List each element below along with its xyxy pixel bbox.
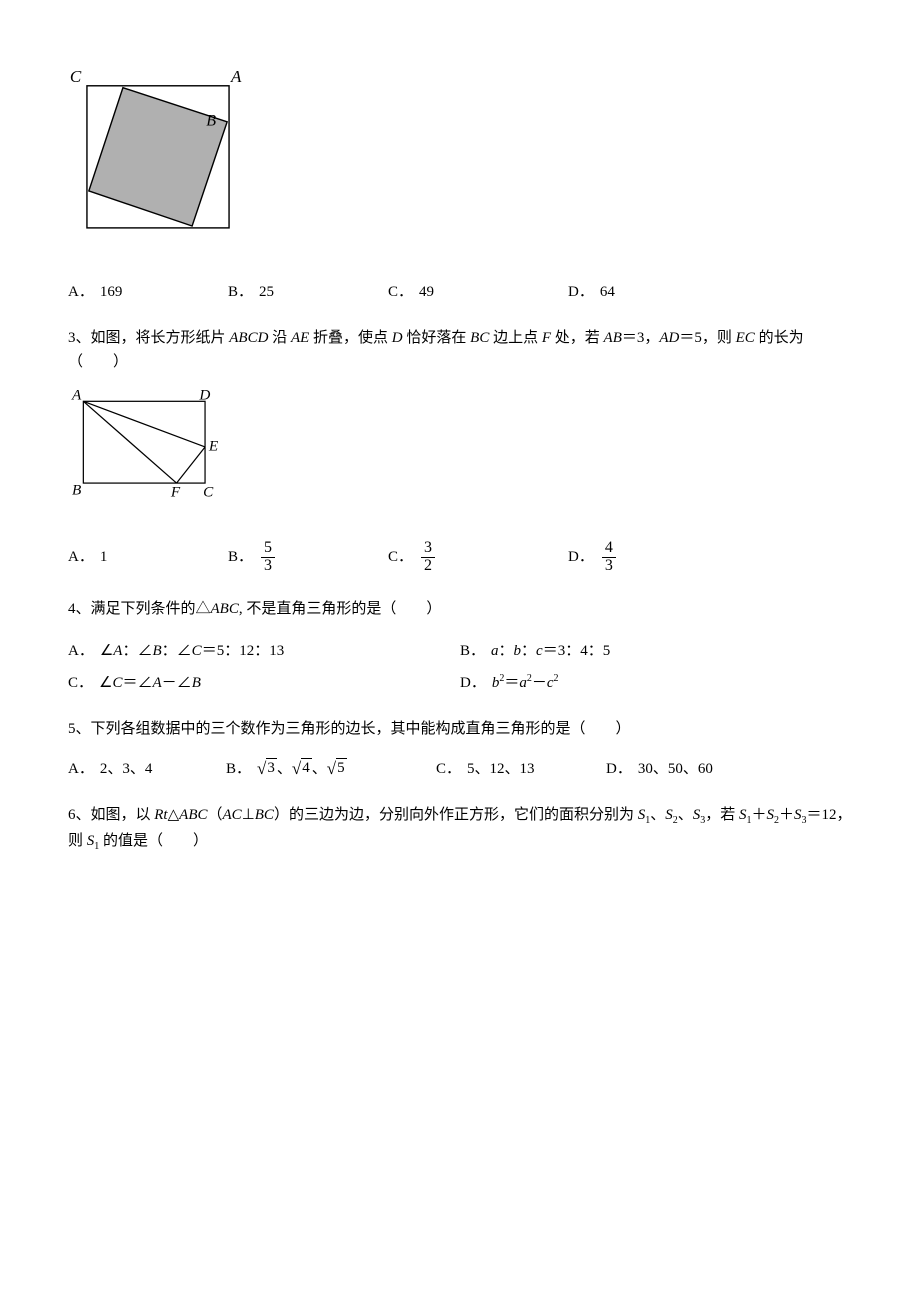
q3-options: A． 1 B． 5 3 C． 3 2 D． 4 3 xyxy=(68,540,852,575)
q3-option-b[interactable]: B． 5 3 xyxy=(228,540,388,575)
option-value: 169 xyxy=(100,280,123,304)
q2-option-d[interactable]: D． 64 xyxy=(568,280,615,304)
q5-options: A． 2、3、4 B． √3 、 √4 、 √5 C． 5、12、13 D． 3… xyxy=(68,757,852,781)
q2-option-a[interactable]: A． 169 xyxy=(68,280,228,304)
svg-text:A: A xyxy=(71,388,82,403)
q5-text: 5、下列各组数据中的三个数作为三角形的边长，其中能构成直角三角形的是（ ） xyxy=(68,717,852,741)
q3-option-c[interactable]: C． 3 2 xyxy=(388,540,568,575)
q2-option-b[interactable]: B． 25 xyxy=(228,280,388,304)
q6-text: 6、如图，以 Rt△ABC（AC⊥BC）的三边为边，分别向外作正方形，它们的面积… xyxy=(68,803,852,855)
option-value: 25 xyxy=(259,280,274,304)
option-value: 1 xyxy=(100,545,108,569)
q2-figure: C A B xyxy=(68,64,852,252)
q4-option-d[interactable]: D．b2＝a2－c2 xyxy=(460,671,852,695)
q4-option-b[interactable]: B．a：b：c＝3：4：5 xyxy=(460,639,852,663)
sqrt: √3 xyxy=(257,758,277,779)
q4-option-c[interactable]: C．∠C＝∠A－∠B xyxy=(68,671,460,695)
q3-option-a[interactable]: A． 1 xyxy=(68,540,228,575)
svg-text:B: B xyxy=(206,113,216,130)
svg-text:A: A xyxy=(230,67,242,86)
q5-option-b[interactable]: B． √3 、 √4 、 √5 xyxy=(226,757,436,781)
svg-text:B: B xyxy=(72,481,81,498)
svg-text:E: E xyxy=(208,438,219,455)
option-label: D． xyxy=(568,545,594,569)
q3-figure: A D E B F C xyxy=(68,388,852,512)
option-label: D． xyxy=(568,280,594,304)
q3-text: 3、如图，将长方形纸片 ABCD 沿 AE 折叠，使点 D 恰好落在 BC 边上… xyxy=(68,326,852,374)
q5-option-d[interactable]: D． 30、50、60 xyxy=(606,757,713,781)
option-label: B． xyxy=(228,280,253,304)
q4-options: A．∠A：∠B：∠C＝5：12：13 B．a：b：c＝3：4：5 C．∠C＝∠A… xyxy=(68,635,852,699)
fraction: 4 3 xyxy=(602,540,616,575)
sqrt: √5 xyxy=(327,758,347,779)
q5-option-a[interactable]: A． 2、3、4 xyxy=(68,757,226,781)
q4-text: 4、满足下列条件的△ABC, 不是直角三角形的是（ ） xyxy=(68,597,852,621)
option-label: A． xyxy=(68,545,94,569)
q2-options: A． 169 B． 25 C． 49 D． 64 xyxy=(68,280,852,304)
svg-text:C: C xyxy=(203,483,214,500)
option-value: 64 xyxy=(600,280,615,304)
option-label: C． xyxy=(388,280,413,304)
q5-option-c[interactable]: C． 5、12、13 xyxy=(436,757,606,781)
rectangle-fold-diagram: A D E B F C xyxy=(68,388,228,504)
fraction: 3 2 xyxy=(421,540,435,575)
svg-text:D: D xyxy=(198,388,210,403)
svg-text:C: C xyxy=(70,67,82,86)
q3-option-d[interactable]: D． 4 3 xyxy=(568,540,618,575)
option-label: C． xyxy=(388,545,413,569)
option-label: A． xyxy=(68,280,94,304)
q4-option-a[interactable]: A．∠A：∠B：∠C＝5：12：13 xyxy=(68,639,460,663)
fraction: 5 3 xyxy=(261,540,275,575)
option-label: B． xyxy=(228,545,253,569)
squares-diagram: C A B xyxy=(68,64,248,244)
q2-option-c[interactable]: C． 49 xyxy=(388,280,568,304)
option-value: 49 xyxy=(419,280,434,304)
svg-text:F: F xyxy=(170,483,181,500)
sqrt: √4 xyxy=(292,758,312,779)
